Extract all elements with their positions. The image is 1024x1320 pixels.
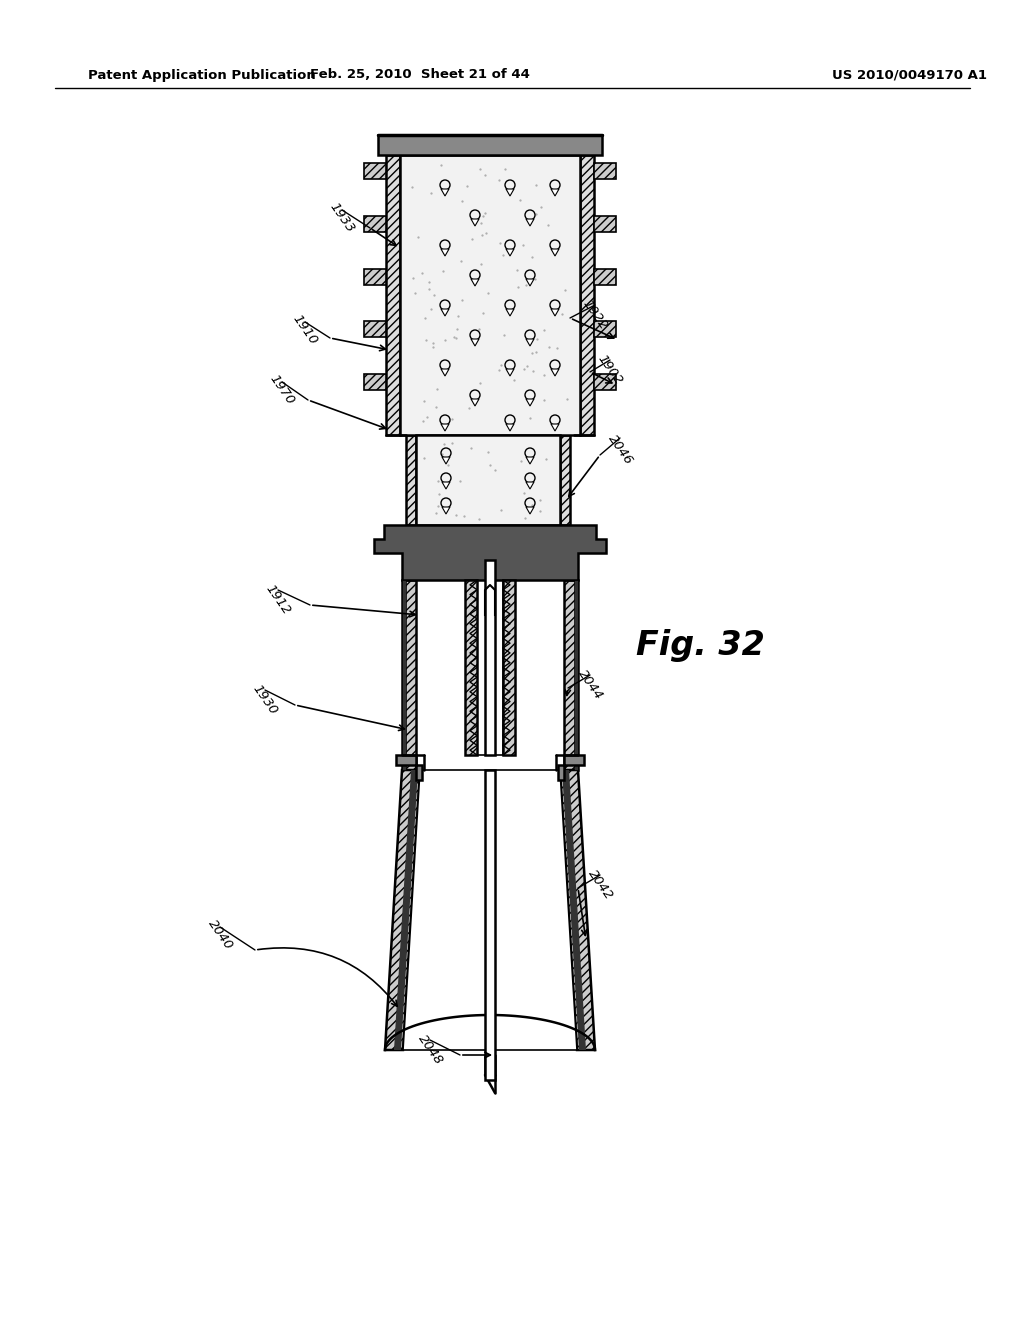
Polygon shape [551,309,559,315]
Text: 1912: 1912 [263,582,293,618]
Polygon shape [471,399,479,407]
Polygon shape [558,755,584,780]
Text: Feb. 25, 2010  Sheet 21 of 44: Feb. 25, 2010 Sheet 21 of 44 [310,69,530,82]
Polygon shape [477,579,503,755]
Polygon shape [471,279,479,286]
Polygon shape [526,219,534,226]
Polygon shape [416,436,560,525]
Polygon shape [442,457,450,465]
Polygon shape [385,770,420,1049]
Polygon shape [441,424,449,432]
Polygon shape [406,436,416,525]
Polygon shape [526,482,534,488]
Polygon shape [594,215,616,232]
Polygon shape [394,770,418,1049]
Polygon shape [506,249,514,256]
Polygon shape [506,424,514,432]
Polygon shape [403,770,577,1049]
Text: Patent Application Publication: Patent Application Publication [88,69,315,82]
Polygon shape [386,154,400,436]
Polygon shape [551,424,559,432]
Polygon shape [441,249,449,256]
Polygon shape [580,154,594,436]
Polygon shape [526,399,534,407]
Polygon shape [594,162,616,180]
Text: 2046: 2046 [605,433,635,467]
Polygon shape [506,189,514,195]
Polygon shape [402,579,416,770]
Text: 1902: 1902 [595,352,625,388]
Polygon shape [526,457,534,465]
Text: 2042: 2042 [585,867,615,903]
Polygon shape [465,579,477,755]
Polygon shape [485,770,495,1080]
Polygon shape [378,135,602,154]
Text: 2040: 2040 [205,917,234,953]
Text: 1930: 1930 [250,682,280,718]
Text: 1970: 1970 [267,372,297,408]
Text: 2048: 2048 [415,1032,445,1068]
Text: 1922: 1922 [580,297,610,333]
Polygon shape [560,436,570,525]
Polygon shape [551,189,559,195]
Polygon shape [441,370,449,376]
Polygon shape [551,249,559,256]
Polygon shape [364,321,386,338]
Text: 1933: 1933 [327,201,357,235]
Polygon shape [402,579,406,770]
Text: US 2010/0049170 A1: US 2010/0049170 A1 [833,69,987,82]
Polygon shape [562,770,586,1049]
Polygon shape [364,162,386,180]
Polygon shape [594,374,616,391]
Polygon shape [364,268,386,285]
Polygon shape [485,560,495,755]
Text: Fig. 32: Fig. 32 [636,628,765,661]
Polygon shape [441,309,449,315]
Polygon shape [364,215,386,232]
Text: 2044: 2044 [575,668,605,702]
Polygon shape [506,309,514,315]
Polygon shape [564,579,578,770]
Polygon shape [400,154,580,436]
Polygon shape [471,219,479,226]
Polygon shape [551,370,559,376]
Polygon shape [594,321,616,338]
Polygon shape [526,279,534,286]
Polygon shape [471,339,479,346]
Polygon shape [506,370,514,376]
Polygon shape [574,579,578,770]
Text: 1910: 1910 [290,313,319,347]
Polygon shape [526,507,534,513]
Polygon shape [442,507,450,513]
Polygon shape [594,268,616,285]
Polygon shape [526,339,534,346]
Polygon shape [364,374,386,391]
Polygon shape [503,579,515,755]
Polygon shape [396,755,422,780]
Polygon shape [441,189,449,195]
Polygon shape [560,770,595,1049]
Polygon shape [442,482,450,488]
Polygon shape [374,525,606,579]
